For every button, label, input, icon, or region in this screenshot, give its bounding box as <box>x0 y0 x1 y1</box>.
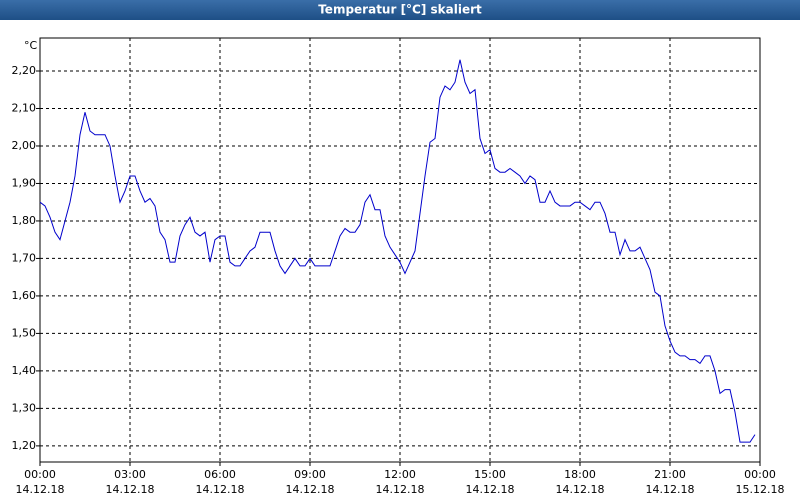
x-tick-label: 15:00 <box>474 468 506 481</box>
x-tick-label: 21:00 <box>654 468 686 481</box>
x-tick-label: 12:00 <box>384 468 416 481</box>
y-tick-label: 1,40 <box>12 364 37 377</box>
x-tick-label: 00:00 <box>744 468 776 481</box>
x-tick-date: 14.12.18 <box>466 483 515 496</box>
y-tick-label: 1,80 <box>12 214 37 227</box>
x-tick-label: 03:00 <box>114 468 146 481</box>
y-unit: °C <box>24 39 38 52</box>
x-tick-label: 06:00 <box>204 468 236 481</box>
y-tick-label: 1,20 <box>12 439 37 452</box>
chart-title: Temperatur [°C] skaliert <box>318 3 482 17</box>
data-line <box>39 59 756 443</box>
x-tick-date: 14.12.18 <box>556 483 605 496</box>
x-tick-date: 14.12.18 <box>646 483 695 496</box>
x-tick-date: 14.12.18 <box>16 483 65 496</box>
x-tick-label: 00:00 <box>24 468 56 481</box>
y-tick-label: 1,50 <box>12 326 37 339</box>
y-tick-label: 2,00 <box>12 139 37 152</box>
x-tick-label: 18:00 <box>564 468 596 481</box>
x-tick-date: 15.12.18 <box>736 483 785 496</box>
y-tick-label: 1,70 <box>12 251 37 264</box>
x-tick-date: 14.12.18 <box>196 483 245 496</box>
x-tick-date: 14.12.18 <box>286 483 335 496</box>
y-tick-label: 1,90 <box>12 176 37 189</box>
title-bar <box>0 0 800 20</box>
x-tick-date: 14.12.18 <box>106 483 155 496</box>
y-tick-label: 2,10 <box>12 101 37 114</box>
x-tick-label: 09:00 <box>294 468 326 481</box>
y-tick-label: 1,30 <box>12 401 37 414</box>
y-tick-label: 1,60 <box>12 289 37 302</box>
x-tick-date: 14.12.18 <box>376 483 425 496</box>
y-tick-label: 2,20 <box>12 64 37 77</box>
